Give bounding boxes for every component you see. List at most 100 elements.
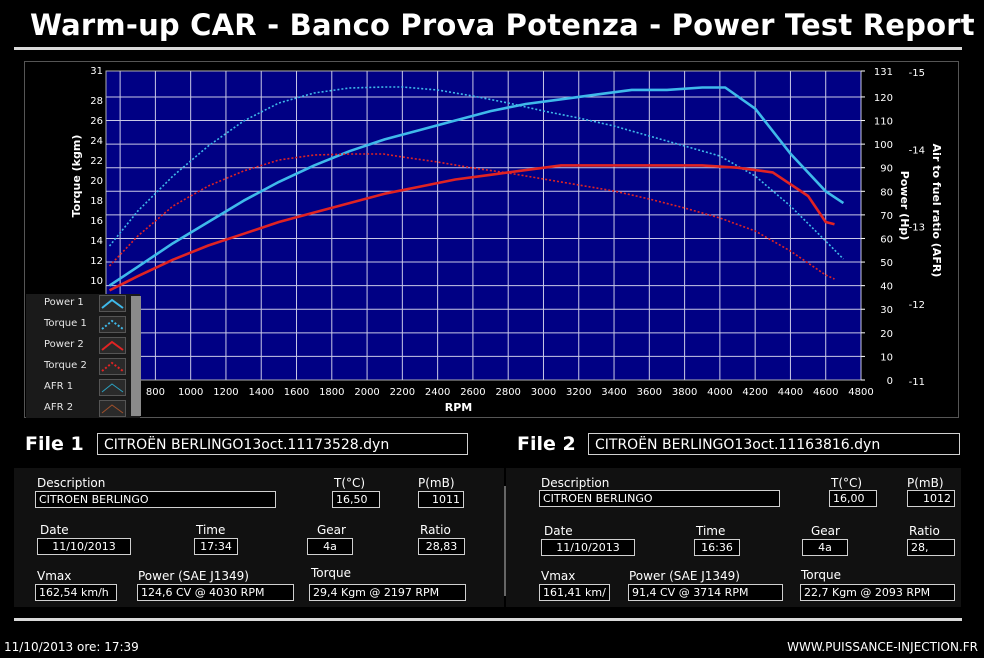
power-label: Power (SAE J1349) (629, 569, 740, 583)
title-divider (14, 47, 962, 50)
y-tick-label-torque: 16 (90, 216, 103, 227)
x-tick-label: 2000 (354, 387, 379, 398)
chart-legend: Power 1 Torque 1 Power 2 Torque 2 AFR 1 … (26, 294, 140, 418)
gear-label: Gear (317, 523, 346, 537)
x-tick-label: 3800 (672, 387, 697, 398)
torque-value: 22,7 Kgm @ 2093 RPM (800, 584, 955, 601)
y-tick-label-torque: 20 (90, 176, 103, 187)
torque-label: Torque (311, 566, 351, 580)
y-tick-label-torque: 10 (90, 276, 103, 287)
x-tick-label: 4800 (848, 387, 873, 398)
x-tick-label: 4000 (707, 387, 732, 398)
website-link[interactable]: WWW.PUISSANCE-INJECTION.FR (787, 640, 978, 654)
y-tick-label-torque: 24 (90, 136, 103, 147)
power-value: 91,4 CV @ 3714 RPM (628, 584, 783, 601)
y-tick-label-afr: -14 (909, 145, 925, 156)
x-tick-label: 1200 (213, 387, 238, 398)
date-label: Date (544, 524, 573, 538)
legend-item-power-1[interactable]: Power 1 (26, 294, 140, 315)
legend-scrollbar[interactable] (131, 296, 141, 416)
ratio-value: 28,83 (418, 538, 465, 555)
time-value: 17:34 (194, 538, 238, 555)
x-tick-label: 3200 (566, 387, 591, 398)
y-tick-label-power: 90 (880, 164, 893, 175)
report-title: Warm-up CAR - Banco Prova Potenza - Powe… (30, 8, 975, 42)
y-tick-label-power: 60 (880, 234, 893, 245)
legend-swatch-icon (99, 337, 126, 354)
y-tick-label-torque: 26 (90, 116, 103, 127)
legend-swatch-icon (99, 295, 126, 312)
time-label: Time (696, 524, 726, 538)
power-torque-chart: 6008001000120014001600180020002200240026… (70, 66, 943, 414)
y-tick-label-afr: -12 (909, 300, 925, 311)
date-value: 11/10/2013 (37, 538, 131, 555)
y-axis-label-power: Power (Hp) (898, 171, 911, 241)
y-tick-label-power: 110 (874, 117, 893, 128)
ratio-label: Ratio (420, 523, 451, 537)
vmax-value: 162,54 km/h (35, 584, 117, 601)
x-tick-label: 4400 (778, 387, 803, 398)
time-value: 16:36 (694, 539, 740, 556)
y-axis-label-afr: Air to fuel ratio (AFR) (930, 144, 943, 278)
legend-swatch-icon (99, 379, 126, 396)
y-tick-label-torque: 18 (90, 196, 103, 207)
y-tick-label-power: 70 (880, 211, 893, 222)
y-tick-label-power: 0 (887, 376, 893, 387)
y-tick-label-torque: 14 (90, 236, 103, 247)
y-tick-label-power: 131 (874, 67, 893, 78)
description-value: CITROEN BERLINGO (35, 491, 276, 508)
series-line-power-1 (108, 86, 845, 287)
power-label: Power (SAE J1349) (138, 569, 249, 583)
description-label: Description (37, 476, 106, 490)
gear-value: 4a (307, 538, 353, 555)
torque-value: 29,4 Kgm @ 2197 RPM (309, 584, 466, 601)
x-tick-label: 2200 (390, 387, 415, 398)
ratio-value: 28, (907, 539, 955, 556)
legend-label: Power 2 (44, 339, 84, 350)
legend-label: Power 1 (44, 297, 84, 308)
y-tick-label-power: 100 (874, 140, 893, 151)
torque-label: Torque (801, 568, 841, 582)
vmax-label: Vmax (37, 569, 72, 583)
legend-item-power-2[interactable]: Power 2 (26, 336, 140, 357)
y-tick-label-power: 120 (874, 93, 893, 104)
legend-label: Torque 2 (44, 360, 87, 371)
y-tick-label-power: 80 (880, 187, 893, 198)
y-tick-label-power: 20 (880, 329, 893, 340)
x-tick-label: 1000 (178, 387, 203, 398)
legend-swatch-icon (99, 358, 126, 375)
legend-item-torque-2[interactable]: Torque 2 (26, 357, 140, 378)
y-tick-label-afr: -15 (909, 68, 925, 79)
panel-divider (504, 486, 506, 596)
legend-item-torque-1[interactable]: Torque 1 (26, 315, 140, 336)
y-axis-label-torque: Torque (kgm) (70, 135, 83, 218)
file-2-label: File 2 (517, 433, 576, 455)
legend-label: AFR 2 (44, 402, 74, 413)
pressure-label: P(mB) (907, 476, 944, 490)
x-tick-label: 3000 (531, 387, 556, 398)
series-line-torque-2 (108, 153, 835, 280)
y-tick-label-torque: 22 (90, 156, 103, 167)
x-tick-label: 2600 (460, 387, 485, 398)
y-tick-label-power: 40 (880, 282, 893, 293)
legend-item-afr-1[interactable]: AFR 1 (26, 378, 140, 399)
plot-area (105, 70, 862, 381)
date-value: 11/10/2013 (541, 539, 635, 556)
x-tick-label: 800 (146, 387, 165, 398)
pressure-label: P(mB) (418, 476, 455, 490)
y-tick-label-torque: 28 (90, 96, 103, 107)
legend-item-afr-2[interactable]: AFR 2 (26, 399, 140, 420)
x-tick-label: 3600 (637, 387, 662, 398)
file-1-filename: CITROËN BERLINGO13oct.11173528.dyn (97, 433, 468, 455)
y-tick-label-power: 10 (880, 352, 893, 363)
y-tick-label-power: 50 (880, 258, 893, 269)
temperature-value: 16,00 (829, 490, 877, 507)
temperature-label: T(°C) (831, 476, 863, 490)
footer-divider (14, 618, 962, 621)
gear-value: 4a (802, 539, 848, 556)
y-tick-label-power: 30 (880, 305, 893, 316)
x-tick-label: 1600 (284, 387, 309, 398)
legend-label: Torque 1 (44, 318, 87, 329)
temperature-label: T(°C) (334, 476, 366, 490)
x-tick-label: 1400 (249, 387, 274, 398)
